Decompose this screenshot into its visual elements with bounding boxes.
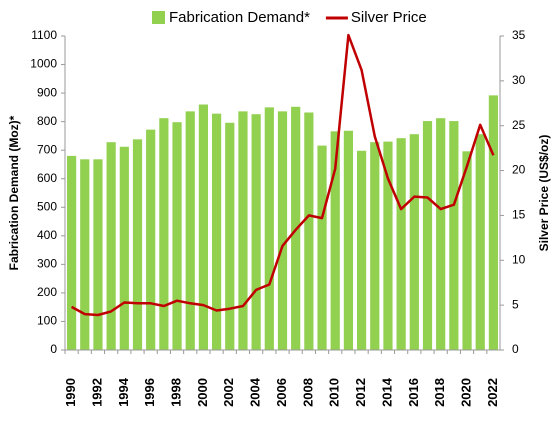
bar (225, 122, 235, 350)
bar (436, 118, 446, 350)
bar (106, 142, 116, 350)
y-tick-label: 400 (37, 228, 57, 242)
x-tick-label: 2018 (432, 378, 447, 407)
y-tick-label: 0 (50, 342, 57, 356)
bar (475, 134, 485, 350)
x-tick-label: 2002 (221, 378, 236, 407)
bar (462, 151, 472, 350)
x-tick-label: 2004 (248, 377, 263, 407)
legend-swatch (152, 11, 165, 24)
bar (330, 131, 340, 350)
bar (159, 118, 169, 350)
bar (370, 142, 380, 350)
bar (172, 122, 182, 350)
bar (132, 139, 143, 350)
x-tick-label: 1996 (142, 378, 157, 407)
x-tick-label: 1998 (168, 378, 183, 407)
x-tick-label: 2014 (379, 377, 394, 407)
y-tick-label: 200 (37, 285, 57, 299)
bar (277, 111, 288, 350)
y2-tick-label: 30 (512, 73, 526, 87)
bar (238, 111, 248, 350)
bar (343, 130, 354, 350)
y-tick-label: 800 (37, 114, 57, 128)
y-tick-label: 700 (37, 142, 57, 156)
bar (409, 134, 419, 350)
x-tick-label: 2006 (274, 378, 289, 407)
x-tick-label: 2020 (458, 378, 473, 407)
bar (93, 159, 103, 350)
y-tick-label: 1100 (31, 28, 57, 42)
y-axis-title: Fabrication Demand (Moz)* (7, 115, 21, 270)
x-tick-label: 1990 (63, 378, 78, 407)
x-tick-label: 2010 (327, 378, 342, 407)
y-tick-label: 900 (37, 85, 57, 99)
y2-tick-label: 0 (512, 342, 519, 356)
y2-tick-label: 15 (512, 208, 526, 222)
bar (66, 155, 77, 350)
y2-tick-label: 20 (512, 163, 526, 177)
y-tick-label: 300 (37, 257, 57, 271)
bar (396, 138, 406, 350)
line (71, 33, 495, 317)
y2-axis-title: Silver Price (US$/oz) (537, 135, 551, 252)
bar (317, 145, 327, 350)
legend-label: Silver Price (351, 9, 427, 26)
bar (211, 113, 222, 350)
bar (119, 146, 129, 350)
bar (198, 104, 209, 350)
bar (356, 150, 367, 350)
bar (185, 111, 195, 350)
y2-tick-label: 10 (512, 252, 526, 266)
y2-tick-label: 25 (512, 118, 526, 132)
x-tick-label: 2000 (195, 378, 210, 407)
bar (304, 112, 314, 350)
y2-tick-label: 35 (512, 28, 526, 42)
bar (488, 95, 499, 350)
bar (264, 107, 274, 350)
y-tick-label: 500 (37, 199, 57, 213)
bar (80, 159, 90, 350)
bar (146, 129, 156, 350)
bar (251, 114, 261, 351)
x-tick-label: 1992 (89, 378, 104, 407)
x-tick-label: 2016 (406, 378, 421, 407)
y-tick-label: 100 (37, 314, 57, 328)
bar (383, 141, 393, 350)
bar (422, 121, 433, 350)
y2-tick-label: 5 (512, 297, 519, 311)
x-tick-label: 2012 (353, 378, 368, 407)
y-tick-label: 600 (37, 171, 57, 185)
x-tick-label: 2022 (485, 378, 500, 407)
x-tick-label: 1994 (116, 377, 131, 407)
bar (449, 121, 459, 350)
legend-label: Fabrication Demand* (169, 9, 310, 26)
y-tick-label: 1000 (30, 57, 57, 71)
x-tick-label: 2008 (300, 378, 315, 407)
